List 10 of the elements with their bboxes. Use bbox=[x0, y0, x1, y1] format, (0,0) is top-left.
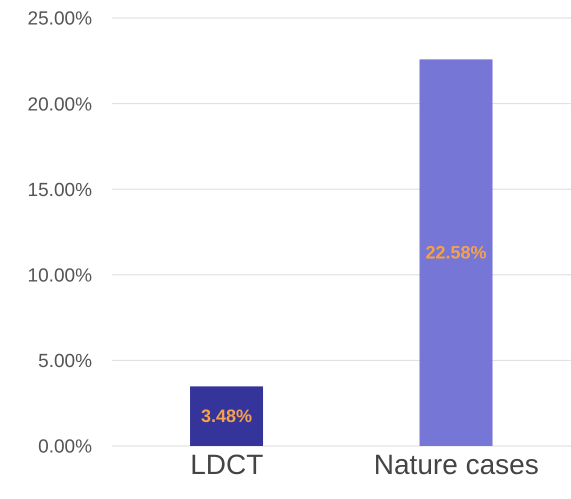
y-tick-label: 15.00% bbox=[28, 180, 92, 201]
data-label: 3.48% bbox=[201, 406, 252, 426]
y-tick-label: 20.00% bbox=[28, 94, 92, 116]
y-tick-label: 10.00% bbox=[28, 266, 92, 287]
x-tick-label: Nature cases bbox=[374, 448, 539, 480]
x-tick-label: LDCT bbox=[190, 448, 264, 480]
y-tick-label: 0.00% bbox=[38, 436, 92, 458]
y-tick-label: 5.00% bbox=[38, 351, 92, 372]
y-tick-label: 25.00% bbox=[28, 8, 92, 30]
data-label: 22.58% bbox=[426, 242, 487, 263]
